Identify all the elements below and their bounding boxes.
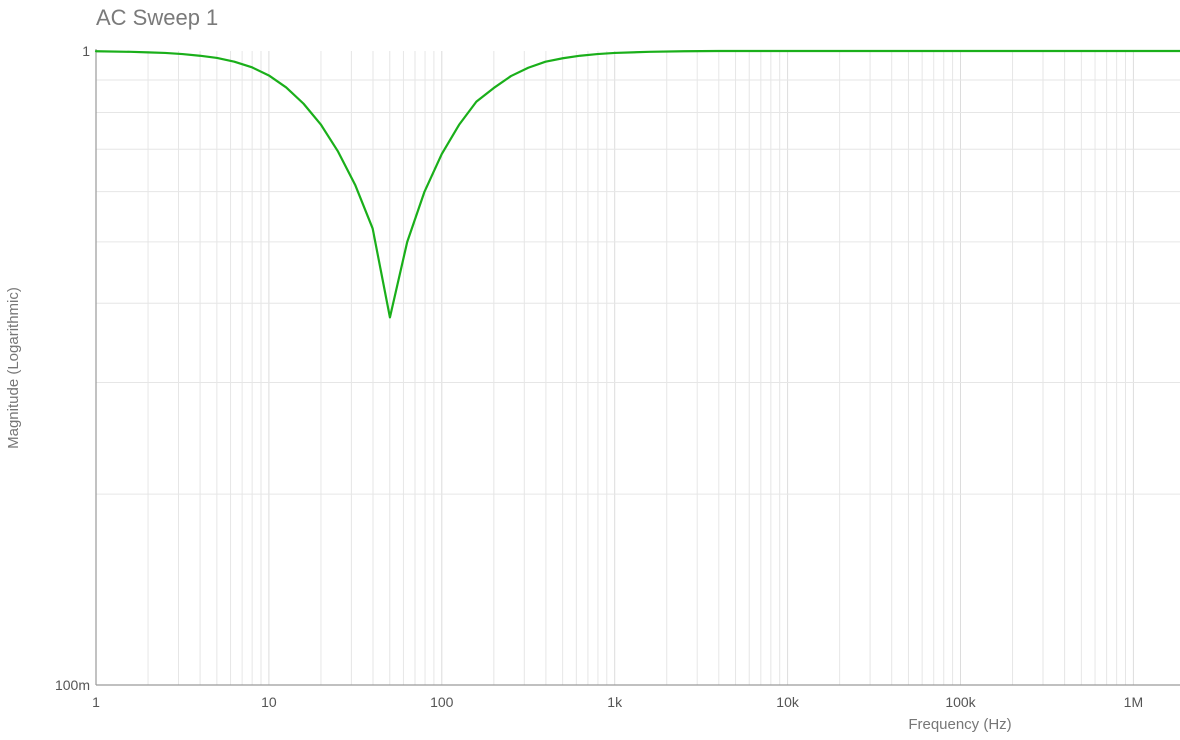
grid-lines xyxy=(96,51,1180,685)
chart-title: AC Sweep 1 xyxy=(96,5,219,30)
y-tick-label: 100m xyxy=(55,677,90,693)
x-tick-label: 10k xyxy=(776,694,800,710)
series-layer xyxy=(94,49,1180,319)
axes xyxy=(95,49,1180,686)
x-tick-label: 100k xyxy=(945,694,976,710)
x-axis-label: Frequency (Hz) xyxy=(908,716,1011,733)
series-line xyxy=(94,49,1180,319)
y-axis-label: Magnitude (Logarithmic) xyxy=(5,287,22,449)
x-tick-label: 1M xyxy=(1124,694,1143,710)
x-tick-label: 1k xyxy=(607,694,623,710)
x-tick-label: 100 xyxy=(430,694,454,710)
x-tick-label: 1 xyxy=(92,694,100,710)
x-tick-label: 10 xyxy=(261,694,277,710)
y-tick-label: 1 xyxy=(82,43,90,59)
